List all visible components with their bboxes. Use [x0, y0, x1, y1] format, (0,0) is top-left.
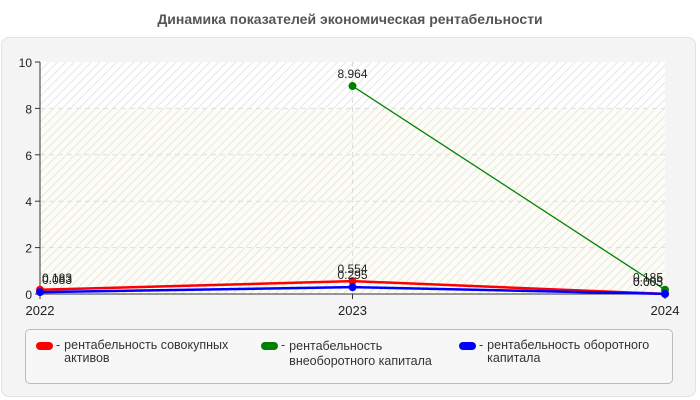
x-tick-label: 2022 [26, 303, 55, 318]
plot-area: 0 2 4 6 8 10 2022 2023 2024 0.183 0.554 0.005 8.964 0… [19, 56, 680, 318]
y-tick-label: 0 [25, 288, 32, 302]
data-point[interactable] [661, 289, 669, 298]
y-tick-label: 8 [25, 102, 32, 116]
data-label: 0.183 [42, 271, 72, 285]
series-line [39, 285, 353, 294]
data-label: 0.083 [42, 273, 72, 287]
data-label: 8.964 [337, 67, 367, 81]
data-label: 0.003 [633, 275, 663, 289]
y-tick-label: 2 [25, 242, 32, 256]
data-label: 0.005 [633, 275, 663, 289]
y-tick-label: 10 [19, 56, 33, 70]
x-tick-label: 2023 [338, 303, 367, 318]
series-line [352, 85, 666, 291]
series-line [352, 285, 666, 296]
legend-swatch-red [36, 342, 53, 350]
y-tick-label: 4 [25, 195, 32, 209]
legend-label: рентабельность совокупных активов [64, 338, 229, 365]
data-point[interactable] [348, 283, 357, 292]
legend-swatch-blue [459, 342, 476, 350]
x-tick-label: 2024 [651, 303, 680, 318]
chart-title: Динамика показателей экономическая рента… [157, 11, 543, 27]
legend: - рентабельность совокупных активов - ре… [25, 329, 673, 384]
legend-label: рентабельность оборотного капитала [487, 338, 650, 365]
legend-item-total-assets[interactable]: - рентабельность совокупных активов [36, 339, 244, 365]
legend-item-noncurrent-capital[interactable]: - рентабельность внеоборотного капитала [261, 339, 464, 369]
data-point[interactable] [348, 82, 357, 91]
data-label: 0.554 [337, 262, 367, 276]
legend-item-working-capital[interactable]: - рентабельность оборотного капитала [459, 339, 672, 365]
series-line [39, 279, 353, 292]
legend-swatch-green [261, 342, 278, 350]
legend-label: рентабельность внеоборотного капитала [289, 339, 432, 368]
data-label: 0.185 [633, 271, 663, 285]
y-tick-label: 6 [25, 149, 32, 163]
data-point[interactable] [348, 277, 357, 286]
data-label: 0.295 [337, 268, 367, 282]
data-point[interactable] [36, 288, 44, 297]
